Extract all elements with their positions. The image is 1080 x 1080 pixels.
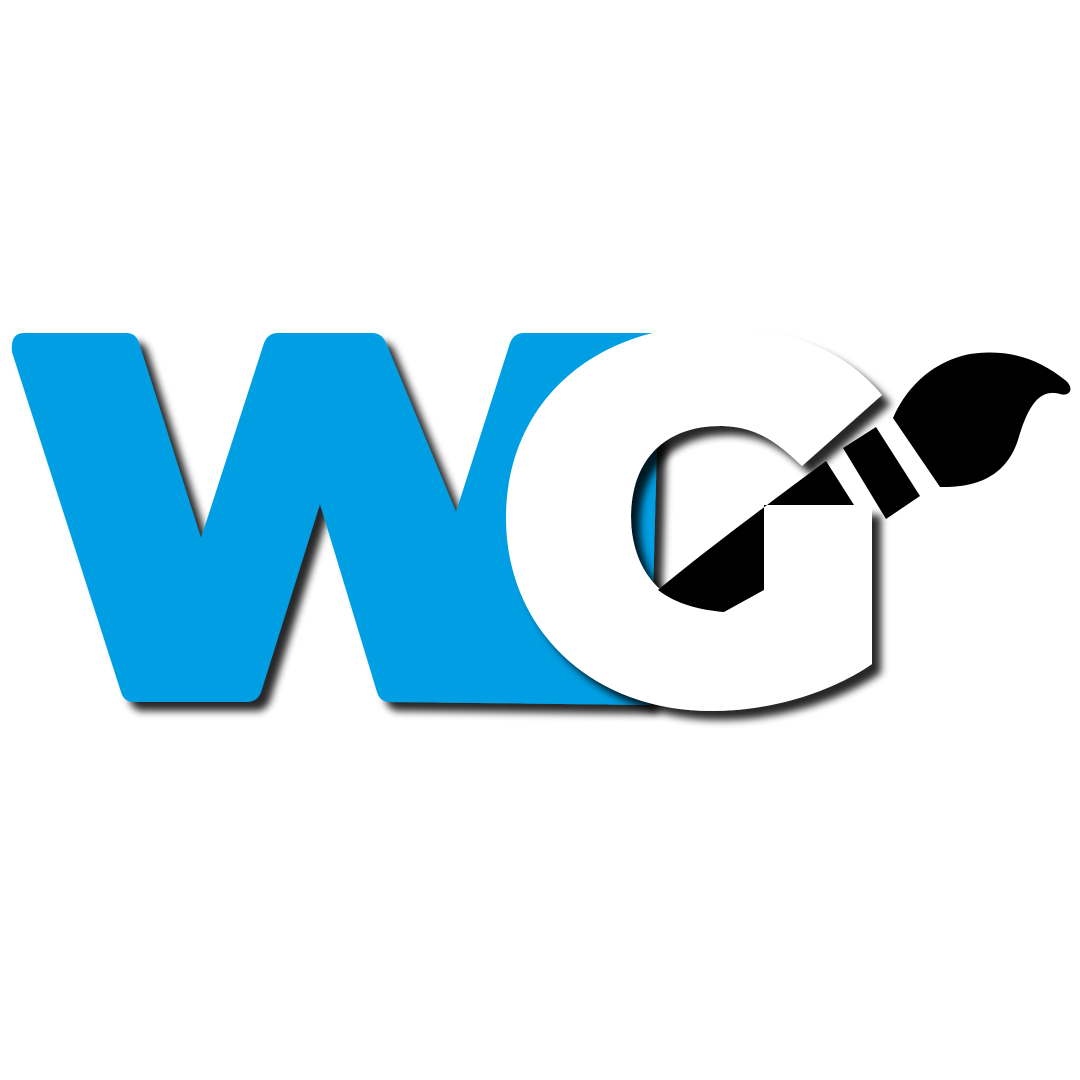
letter-g-shape xyxy=(506,326,882,711)
paintbrush-icon xyxy=(893,352,1071,488)
letter-w-shape xyxy=(11,333,660,705)
brush-handle-stroke xyxy=(658,461,854,612)
brush-ferrule-shape xyxy=(843,427,920,519)
